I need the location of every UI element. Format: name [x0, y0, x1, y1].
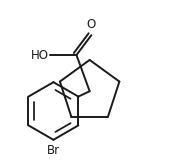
- Text: Br: Br: [47, 144, 60, 157]
- Text: O: O: [87, 18, 96, 31]
- Text: HO: HO: [31, 48, 49, 62]
